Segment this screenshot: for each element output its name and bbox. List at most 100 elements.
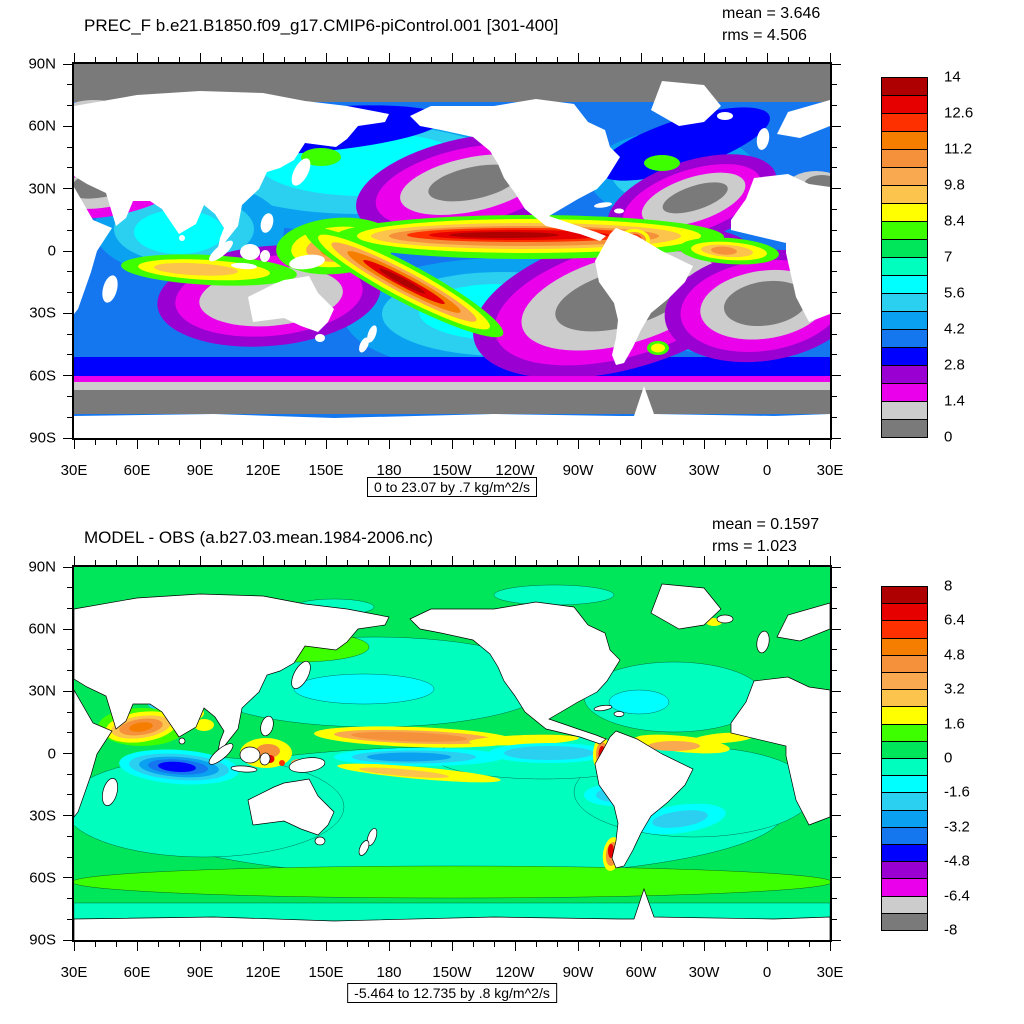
lon-tick	[745, 942, 747, 947]
colorbar-box	[881, 620, 928, 639]
lon-tick	[808, 440, 810, 445]
x-tick-label: 0	[762, 964, 772, 981]
lat-tick	[832, 898, 837, 900]
lon-tick	[157, 560, 159, 565]
lon-tick	[493, 440, 495, 445]
x-tick-label: 150W	[432, 462, 472, 479]
lon-tick	[304, 57, 306, 62]
lon-tick	[535, 440, 537, 445]
map-frame	[72, 565, 832, 942]
lon-tick	[73, 440, 75, 449]
lat-tick	[67, 898, 72, 900]
lat-tick	[63, 250, 72, 252]
lat-tick	[832, 918, 837, 920]
lon-tick	[430, 560, 432, 565]
lon-tick	[346, 440, 348, 445]
lat-tick	[67, 773, 72, 775]
lat-tick	[832, 670, 837, 672]
lat-tick	[832, 333, 837, 335]
lat-tick	[63, 566, 72, 568]
lat-tick	[832, 732, 837, 734]
lon-tick	[766, 942, 768, 951]
lon-tick	[220, 942, 222, 947]
colorbar-tick-label: 1.6	[944, 715, 965, 733]
lon-tick	[829, 53, 831, 62]
lon-tick	[598, 942, 600, 947]
colorbar-box	[881, 221, 928, 240]
lat-tick	[63, 188, 72, 190]
x-tick-label: 150W	[432, 964, 472, 981]
lon-tick	[787, 560, 789, 565]
x-tick-label: 90W	[562, 462, 594, 479]
lat-tick	[63, 125, 72, 127]
y-tick-label: 90S	[29, 931, 56, 949]
lon-tick	[409, 440, 411, 445]
lon-tick	[409, 57, 411, 62]
lon-tick	[514, 942, 516, 951]
top-panel-stats: mean = 3.646 rms = 4.506	[722, 3, 820, 47]
lon-tick	[535, 560, 537, 565]
lat-tick	[832, 587, 837, 589]
colorbar-tick-label: -6.4	[944, 887, 970, 905]
lat-tick	[67, 918, 72, 920]
lon-tick	[304, 440, 306, 445]
lon-tick	[430, 440, 432, 445]
lon-tick	[640, 942, 642, 951]
lon-tick	[283, 440, 285, 445]
x-tick-label: 60W	[625, 462, 657, 479]
y-tick-label: 90N	[28, 558, 56, 576]
lon-tick	[325, 53, 327, 62]
colorbar-box	[881, 654, 928, 673]
lat-tick	[67, 208, 72, 210]
lon-tick	[745, 560, 747, 565]
lat-tick	[67, 271, 72, 273]
lon-tick	[325, 556, 327, 565]
lat-tick	[67, 292, 72, 294]
lon-tick	[724, 57, 726, 62]
colorbar-box	[881, 185, 928, 204]
lon-tick	[283, 560, 285, 565]
lon-tick	[766, 440, 768, 449]
colorbar-box	[881, 95, 928, 114]
lon-tick	[577, 440, 579, 449]
colorbar-box	[881, 257, 928, 276]
lon-tick	[787, 942, 789, 947]
lon-tick	[178, 440, 180, 445]
colorbar-box	[881, 775, 928, 794]
colorbar-tick-label: 6.4	[944, 611, 965, 629]
lat-tick	[67, 856, 72, 858]
lon-tick	[388, 440, 390, 449]
lon-tick	[724, 942, 726, 947]
top-rms-text: rms = 4.506	[722, 27, 807, 44]
lat-tick	[832, 566, 841, 568]
lat-tick	[832, 877, 841, 879]
lon-tick	[556, 942, 558, 947]
lon-tick	[241, 942, 243, 947]
lon-tick	[73, 53, 75, 62]
lon-tick	[94, 560, 96, 565]
colorbar-tick-label: 1.4	[944, 392, 965, 410]
lon-tick	[661, 942, 663, 947]
lon-tick	[367, 57, 369, 62]
lat-tick	[832, 375, 841, 377]
lat-tick	[67, 167, 72, 169]
lon-tick	[577, 556, 579, 565]
lon-tick	[703, 556, 705, 565]
lon-tick	[115, 942, 117, 947]
lon-tick	[577, 53, 579, 62]
top-map-precip-field	[74, 64, 830, 438]
lon-tick	[304, 942, 306, 947]
lat-tick	[832, 939, 841, 941]
colorbar-box	[881, 311, 928, 330]
lon-tick	[325, 440, 327, 449]
colorbar-box	[881, 603, 928, 622]
lat-tick	[67, 416, 72, 418]
x-tick-label: 30E	[816, 462, 844, 479]
lon-tick	[241, 560, 243, 565]
colorbar-tick-label: 12.6	[944, 104, 974, 122]
colorbar-box	[881, 723, 928, 742]
lat-tick	[832, 84, 837, 86]
y-tick-label: 90N	[28, 55, 56, 73]
lon-tick	[661, 440, 663, 445]
lon-tick	[556, 560, 558, 565]
